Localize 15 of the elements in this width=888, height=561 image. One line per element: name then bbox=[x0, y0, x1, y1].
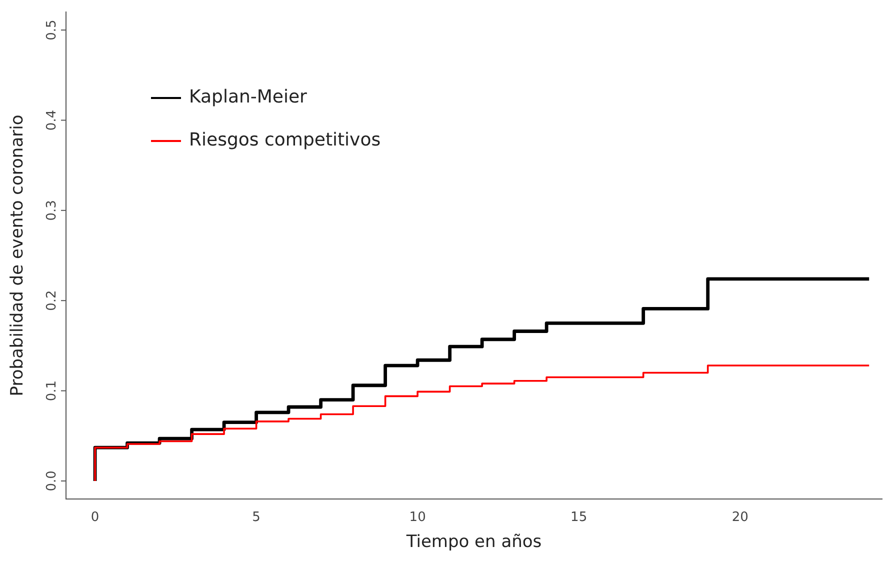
x-tick-label: 15 bbox=[570, 510, 588, 526]
y-tick-label: 0.4 bbox=[44, 110, 60, 131]
x-tick-label: 5 bbox=[252, 510, 260, 526]
x-tick-label: 10 bbox=[409, 510, 426, 526]
x-tick-label: 0 bbox=[90, 510, 100, 526]
legend-label: Kaplan-Meier bbox=[189, 86, 308, 108]
y-tick-label: 0.0 bbox=[44, 470, 60, 492]
x-axis-title: Tiempo en años bbox=[405, 532, 542, 552]
y-tick-label: 0.3 bbox=[44, 200, 60, 221]
y-tick-label: 0.2 bbox=[44, 290, 60, 311]
legend-label: Riesgos competitivos bbox=[189, 130, 381, 151]
x-tick-label: 20 bbox=[732, 510, 748, 526]
y-axis-title: Probabilidad de evento coronario bbox=[8, 114, 28, 396]
y-tick-label: 0.1 bbox=[44, 380, 60, 402]
y-tick-label: 0.5 bbox=[44, 20, 60, 40]
